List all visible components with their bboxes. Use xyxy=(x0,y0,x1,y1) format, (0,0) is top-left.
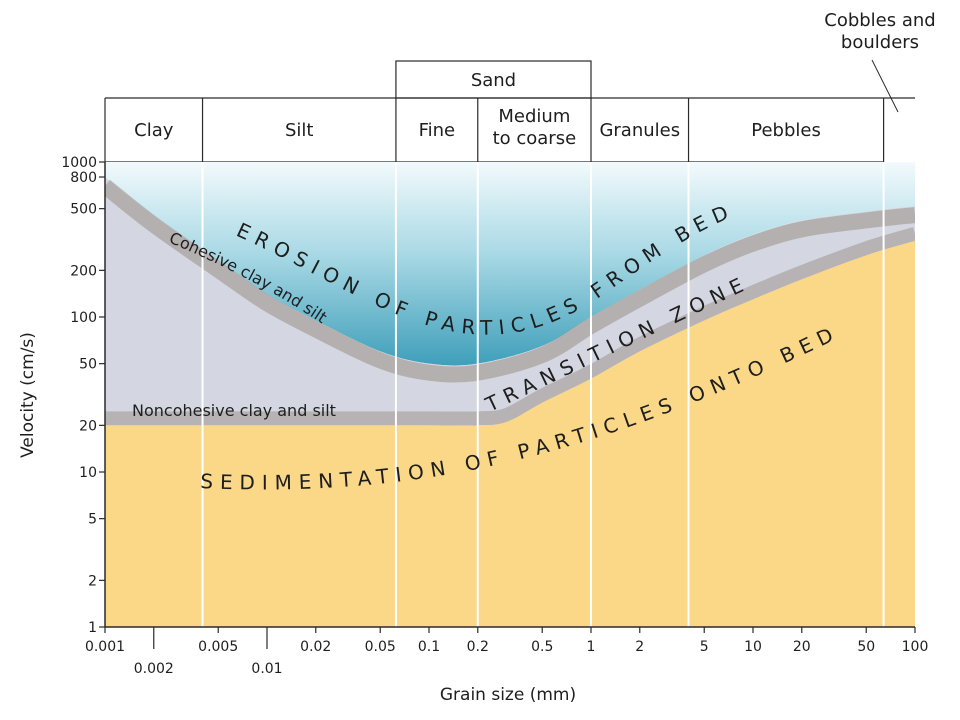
x-tick-label: 1 xyxy=(587,639,596,655)
y-tick-label: 20 xyxy=(79,418,97,434)
x-tick-label: 0.2 xyxy=(467,639,489,655)
transition-region xyxy=(105,177,915,426)
grain-class-label: Fine xyxy=(419,120,456,141)
x-tick-label: 10 xyxy=(744,639,762,655)
x-tick-label-lower: 0.002 xyxy=(134,661,174,677)
y-tick-label: 1 xyxy=(88,620,97,636)
x-tick-label: 20 xyxy=(793,639,811,655)
x-tick-label-lower: 0.01 xyxy=(251,661,282,677)
x-tick-label: 2 xyxy=(635,639,644,655)
x-tick-label: 0.02 xyxy=(300,639,331,655)
y-tick-label: 100 xyxy=(70,310,97,326)
y-tick-label: 2 xyxy=(88,573,97,589)
grain-class-label: Medium to coarse xyxy=(493,106,577,149)
cobbles-label: Cobbles and boulders xyxy=(824,10,935,53)
sedimentation-threshold-band xyxy=(105,227,915,426)
y-tick-label: 500 xyxy=(70,202,97,218)
y-tick-label: 5 xyxy=(88,512,97,528)
x-tick-label: 0.05 xyxy=(365,639,396,655)
sand-header-box xyxy=(395,60,592,99)
x-tick-label: 0.5 xyxy=(531,639,553,655)
y-tick-label: 200 xyxy=(70,263,97,279)
x-tick-label: 5 xyxy=(700,639,709,655)
y-tick-label: 1000 xyxy=(61,155,97,171)
erosion-region xyxy=(105,162,915,366)
sand-header-label: Sand xyxy=(471,70,516,91)
x-tick-label: 0.1 xyxy=(418,639,440,655)
cobbles-leader-line xyxy=(871,59,899,113)
erosion-threshold-band xyxy=(105,179,915,383)
x-tick-label: 0.005 xyxy=(198,639,238,655)
grain-class-header: Clay Silt Fine Medium to coarse Granules Pebbl… xyxy=(104,10,936,163)
x-axis-title: Grain size (mm) xyxy=(440,685,576,705)
x-tick-label: 100 xyxy=(902,639,929,655)
class-boundary-lines xyxy=(201,162,885,627)
y-axis-title: Velocity (cm/s) xyxy=(18,332,38,458)
grain-class-label: Clay xyxy=(134,120,174,141)
plot-area xyxy=(105,162,915,627)
x-tick-label: 50 xyxy=(857,639,875,655)
y-tick-label: 50 xyxy=(79,357,97,373)
grain-class-label: Pebbles xyxy=(751,120,821,141)
grain-class-label: Silt xyxy=(285,120,314,141)
grain-class-label: Granules xyxy=(599,120,680,141)
noncohesive-label: Noncohesive clay and silt xyxy=(132,401,336,420)
x-tick-label: 0.001 xyxy=(85,639,125,655)
sedimentation-region xyxy=(105,240,915,627)
y-tick-label: 800 xyxy=(70,170,97,186)
y-tick-label: 10 xyxy=(79,465,97,481)
